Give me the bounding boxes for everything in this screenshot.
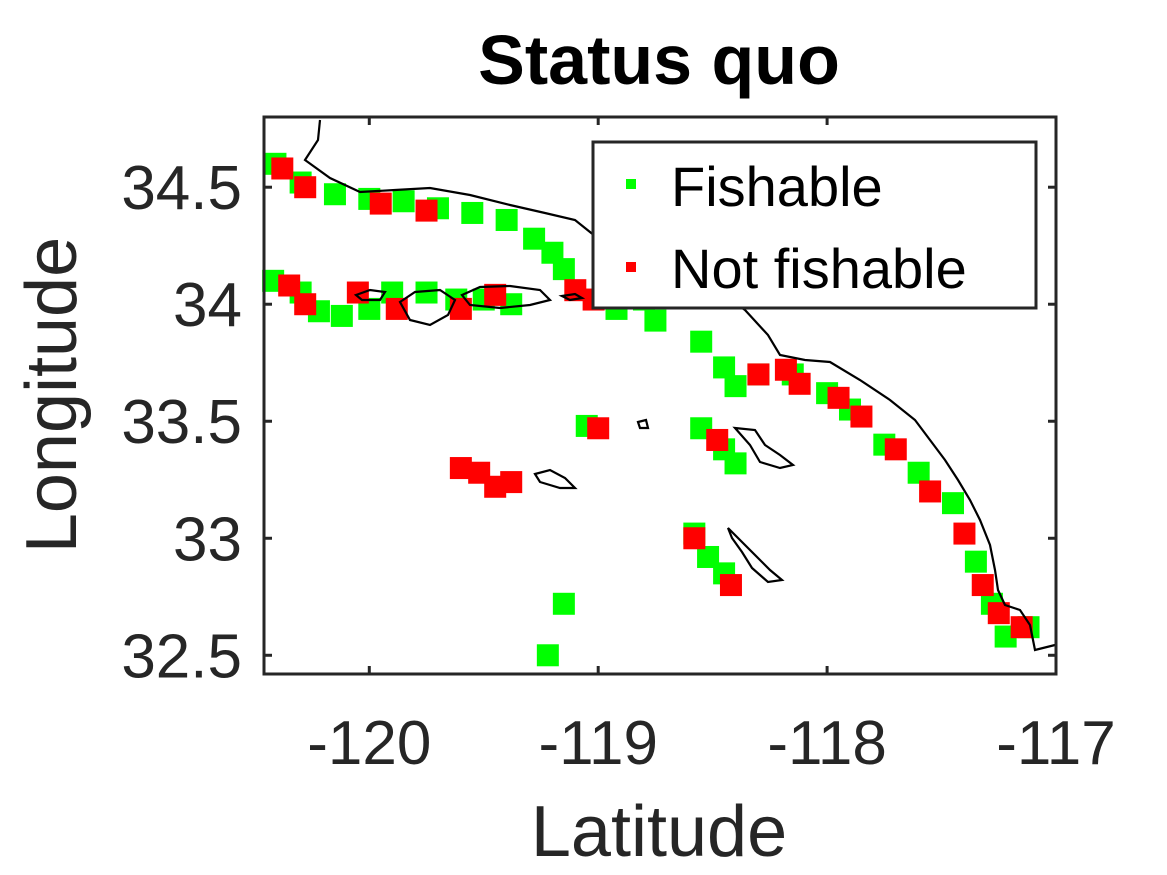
- coastline: [303, 119, 1056, 652]
- legend-marker-fishable: [626, 179, 636, 189]
- fishable-point: [495, 208, 518, 231]
- x-tick-label: -118: [767, 709, 887, 778]
- y-axis-ticks: 32.5 33 33.5 34 34.5: [121, 154, 1056, 691]
- x-tick-label: -117: [996, 709, 1116, 778]
- not-fishable-point: [294, 293, 317, 316]
- not-fishable-point: [385, 297, 408, 320]
- not-fishable-point: [294, 176, 317, 199]
- island-santa-rosa: [398, 288, 457, 327]
- not-fishable-point: [953, 522, 976, 545]
- fishable-point: [323, 183, 346, 206]
- island-san-nicolas: [533, 468, 578, 490]
- island-santa-barbara: [636, 418, 650, 430]
- fishable-point: [644, 309, 667, 332]
- island-san-miguel: [353, 288, 387, 302]
- not-fishable-point: [449, 457, 472, 480]
- not-fishable-point: [449, 297, 472, 320]
- island-san-clemente: [726, 527, 785, 584]
- island-santa-cruz: [460, 284, 553, 310]
- x-tick-label: -120: [307, 709, 431, 778]
- y-tick-label: 33: [173, 505, 242, 574]
- fishable-point: [724, 452, 747, 475]
- not-fishable-point: [683, 527, 706, 550]
- fishable-point: [415, 281, 438, 304]
- fishable-point: [330, 304, 353, 327]
- fishable-point: [964, 550, 987, 573]
- legend-label-fishable: Fishable: [671, 155, 883, 218]
- x-axis-ticks: -120 -119 -118 -117: [307, 117, 1116, 778]
- y-tick-label: 34: [173, 271, 242, 340]
- not-fishable-point: [484, 283, 507, 306]
- chart-title: Status quo: [478, 21, 840, 99]
- not-fishable-point: [747, 363, 770, 386]
- fishable-point: [552, 592, 575, 615]
- y-tick-label: 32.5: [121, 622, 242, 691]
- not-fishable-point: [500, 471, 523, 494]
- fishable-point: [536, 644, 559, 667]
- not-fishable-point: [271, 157, 294, 180]
- y-tick-label: 33.5: [121, 388, 242, 457]
- fishable-point: [724, 375, 747, 398]
- not-fishable-point: [919, 480, 942, 503]
- not-fishable-point: [719, 574, 742, 597]
- fishable-point: [523, 227, 546, 250]
- fishable-point: [713, 356, 736, 379]
- not-fishable-point: [884, 438, 907, 461]
- island-anacapa: [558, 292, 586, 302]
- legend-box: [591, 140, 1038, 310]
- fishable-point: [690, 330, 713, 353]
- y-axis-label: Longitude: [12, 237, 92, 553]
- fishable-point: [907, 461, 930, 484]
- not-fishable-point: [827, 386, 850, 409]
- not-fishable-point: [415, 199, 438, 222]
- x-axis-label: Latitude: [531, 792, 787, 872]
- x-tick-label: -119: [538, 709, 658, 778]
- not-fishable-point: [971, 574, 994, 597]
- not-fishable-point: [278, 274, 301, 297]
- fishable-point: [392, 190, 415, 213]
- fishable-point: [461, 201, 484, 224]
- legend[interactable]: Fishable Not fishable: [591, 140, 1038, 310]
- not-fishable-point: [369, 192, 392, 215]
- not-fishable-series: [271, 157, 1033, 639]
- not-fishable-point: [346, 281, 369, 304]
- not-fishable-point: [987, 602, 1010, 625]
- fishable-point: [552, 258, 575, 281]
- fishable-point: [941, 492, 964, 515]
- coastline-mainland: [303, 119, 1056, 652]
- axes-frame: [262, 115, 1058, 676]
- not-fishable-point: [788, 372, 811, 395]
- island-santa-catalina: [732, 426, 796, 470]
- legend-label-not-fishable: Not fishable: [671, 237, 967, 300]
- not-fishable-point: [706, 428, 729, 451]
- y-tick-label: 34.5: [121, 154, 242, 223]
- legend-marker-not-fishable: [626, 262, 636, 272]
- not-fishable-point: [850, 405, 873, 428]
- not-fishable-point: [587, 417, 610, 440]
